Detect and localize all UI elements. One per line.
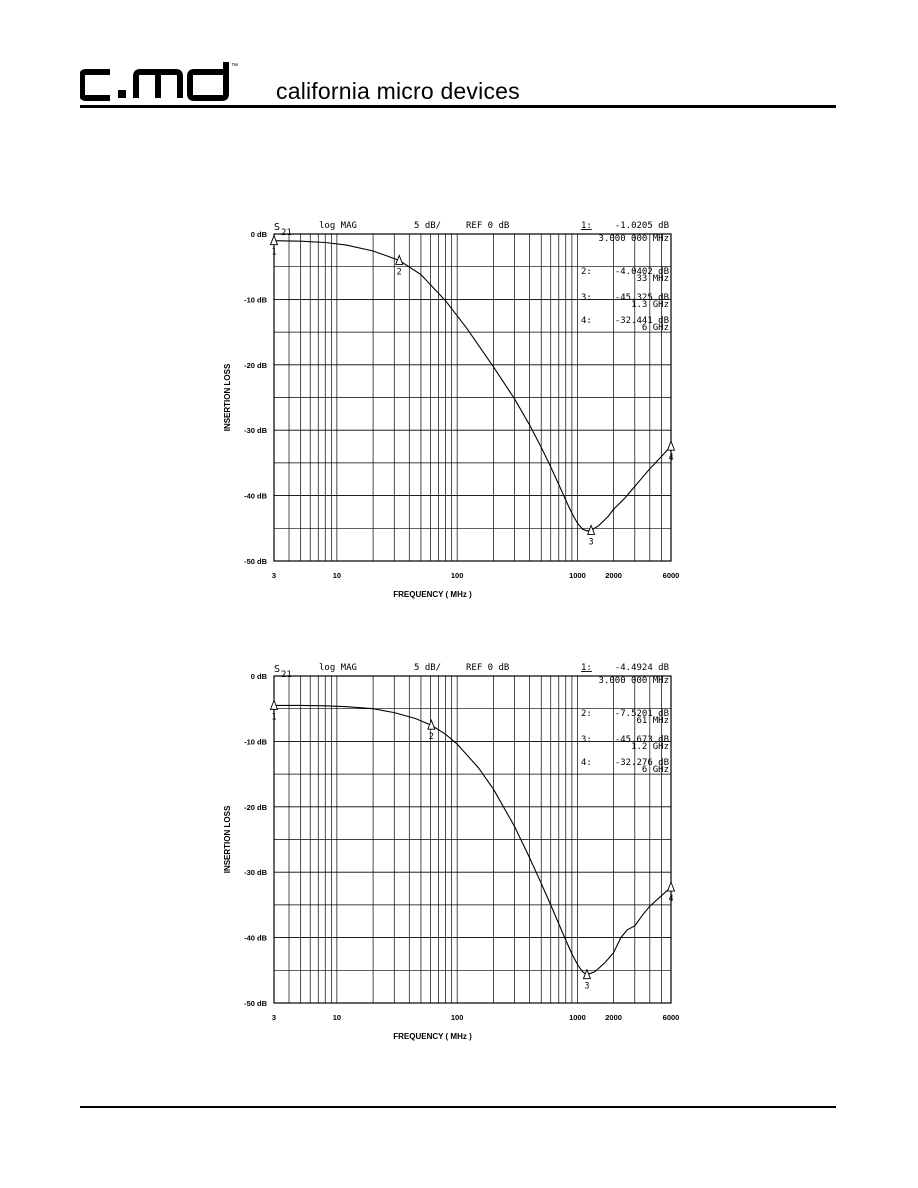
marker-readout-label: 3: xyxy=(581,735,592,745)
marker-readout-freq: 3.000 000 MHz xyxy=(599,676,669,686)
x-tick-label: 10 xyxy=(333,1013,341,1022)
marker-readout-label: 2: xyxy=(581,709,592,719)
header-ref: REF 0 dB xyxy=(466,221,509,231)
plot-frame xyxy=(273,675,672,1004)
marker-id: 3 xyxy=(589,537,594,547)
y-tick-label: -30 dB xyxy=(244,868,268,877)
insertion-loss-chart-2: 0 dB -10 dB -20 dB -30 dB -40 dB -50 dB 3 10 100… xyxy=(218,658,688,1048)
x-tick-label: 10 xyxy=(333,571,341,580)
marker-readout-value: -45.325 dB xyxy=(615,293,669,303)
footer-rule xyxy=(80,1106,836,1108)
y-tick-label: -50 dB xyxy=(244,999,268,1008)
marker-readout-value: -1.0205 dB xyxy=(615,221,669,231)
company-name: california micro devices xyxy=(276,78,520,104)
y-tick-label: -10 dB xyxy=(244,295,268,304)
marker-readout-value: -32.441 dB xyxy=(615,316,669,326)
marker-triangle xyxy=(582,968,592,980)
insertion-loss-chart-1: 0 dB -10 dB -20 dB -30 dB -40 dB -50 dB 3 10 100… xyxy=(218,216,688,606)
series-line xyxy=(274,704,672,976)
header-param: S xyxy=(274,664,280,675)
y-tick-label: -20 dB xyxy=(244,803,268,812)
plot-frame xyxy=(273,233,672,562)
y-axis-title: INSERTION LOSS xyxy=(223,363,232,431)
y-tick-label: 0 dB xyxy=(251,230,268,239)
marker-id: 1 xyxy=(271,248,276,258)
marker-id: 2 xyxy=(397,267,402,277)
x-tick-label: 6000 xyxy=(663,1013,680,1022)
series-line xyxy=(273,240,672,532)
x-tick-label: 3 xyxy=(272,1013,276,1022)
y-tick-label: 0 dB xyxy=(251,672,268,681)
y-tick-label: -50 dB xyxy=(244,557,268,566)
chart-1-svg: 0 dB -10 dB -20 dB -30 dB -40 dB -50 dB 3 10 100… xyxy=(223,221,680,599)
x-tick-label: 1000 xyxy=(569,571,586,580)
marker-id: 2 xyxy=(429,732,434,742)
x-tick-label: 1000 xyxy=(569,1013,586,1022)
x-axis-title: FREQUENCY ( MHz ) xyxy=(393,1032,472,1041)
marker-readout-label: 4: xyxy=(581,758,592,768)
marker-readout-label: 1: xyxy=(581,221,592,231)
y-axis-title: INSERTION LOSS xyxy=(223,805,232,873)
page-header: ™ california micro devices xyxy=(80,56,836,108)
chart-2-svg: 0 dB -10 dB -20 dB -30 dB -40 dB -50 dB 3 10 100… xyxy=(223,663,680,1041)
marker-readout-freq: 6 GHz xyxy=(642,323,669,333)
x-tick-label: 100 xyxy=(451,571,464,580)
y-tick-label: -30 dB xyxy=(244,426,268,435)
trademark-mark: ™ xyxy=(231,63,238,70)
x-tick-label: 3 xyxy=(272,571,276,580)
cmd-logo: ™ xyxy=(80,62,238,101)
marker-readout-value: -32.276 dB xyxy=(615,758,669,768)
marker-readout-freq: 1.3 GHz xyxy=(631,300,669,310)
header-ref: REF 0 dB xyxy=(466,663,509,673)
marker-readout-label: 4: xyxy=(581,316,592,326)
marker-id: 3 xyxy=(584,982,589,992)
marker-readout-freq: 3.000 000 MHz xyxy=(599,234,669,244)
x-axis-title: FREQUENCY ( MHz ) xyxy=(393,590,472,599)
marker-triangle xyxy=(666,880,676,892)
marker-id: 4 xyxy=(668,894,673,904)
y-tick-label: -20 dB xyxy=(244,361,268,370)
header-param-sub: 21 xyxy=(281,670,292,680)
marker-readout-label: 1: xyxy=(581,663,592,673)
marker-triangle xyxy=(586,524,596,535)
x-tick-label: 100 xyxy=(451,1013,464,1022)
x-tick-label: 2000 xyxy=(605,571,622,580)
header-scale: 5 dB/ xyxy=(414,663,441,673)
marker-readout-freq: 61 MHz xyxy=(636,716,669,726)
marker-id: 4 xyxy=(668,453,673,463)
y-tick-label: -10 dB xyxy=(244,737,268,746)
header-format: log MAG xyxy=(319,663,357,673)
marker-readout-freq: 1.2 GHz xyxy=(631,742,669,752)
marker-readout-value: -45.673 dB xyxy=(615,735,669,745)
marker-readout-value: -4.0402 dB xyxy=(615,267,669,277)
header-scale: 5 dB/ xyxy=(414,221,441,231)
marker-readout-value: -7.5201 dB xyxy=(615,709,669,719)
marker-triangle xyxy=(395,254,404,265)
header-format: log MAG xyxy=(319,221,357,231)
y-tick-label: -40 dB xyxy=(244,492,268,501)
x-tick-label: 6000 xyxy=(663,571,680,580)
marker-readout-value: -4.4924 dB xyxy=(615,663,669,673)
header-rule xyxy=(80,105,836,108)
header-param: S xyxy=(274,222,280,233)
header-param-sub: 21 xyxy=(281,228,292,238)
marker-readout-label: 3: xyxy=(581,293,592,303)
y-tick-label: -40 dB xyxy=(244,934,268,943)
marker-triangle xyxy=(269,234,279,246)
marker-readout-freq: 33 MHz xyxy=(636,274,669,284)
marker-triangle xyxy=(269,699,279,710)
marker-triangle xyxy=(666,439,676,451)
x-tick-label: 2000 xyxy=(605,1013,622,1022)
marker-id: 1 xyxy=(271,712,276,722)
marker-triangle xyxy=(427,718,436,730)
marker-readout-freq: 6 GHz xyxy=(642,765,669,775)
marker-readout-label: 2: xyxy=(581,267,592,277)
